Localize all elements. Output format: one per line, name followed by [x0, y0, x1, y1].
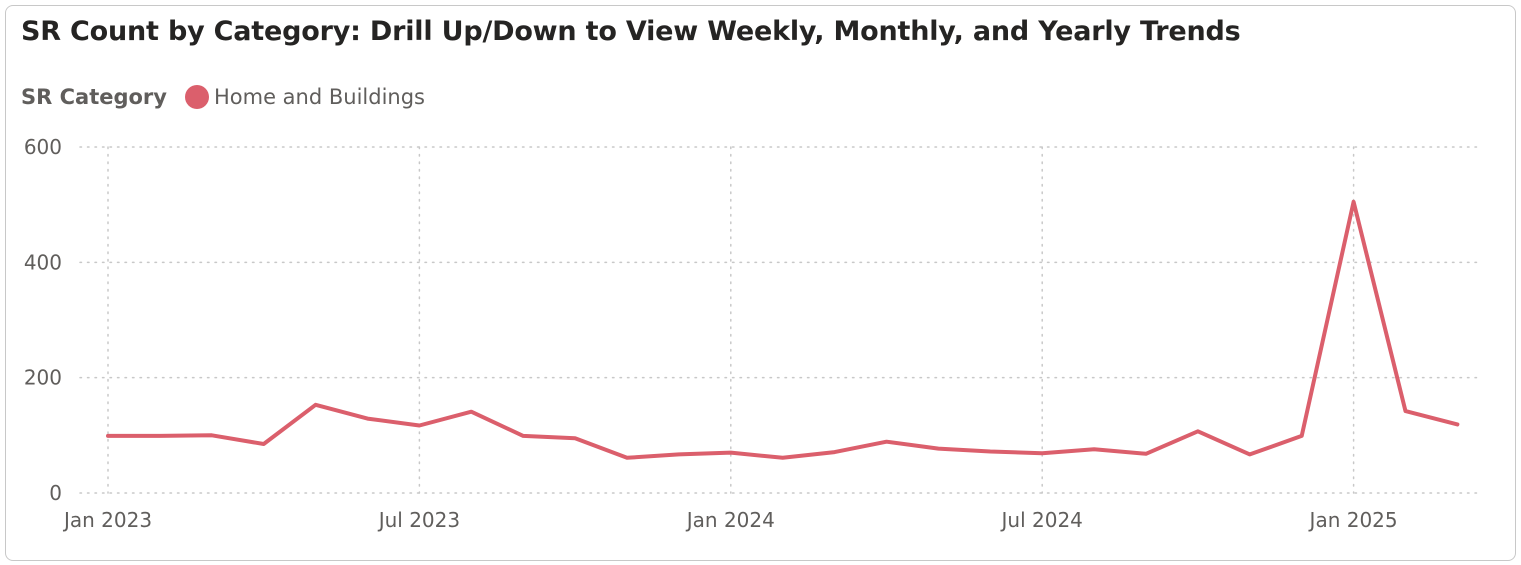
data-point[interactable]: [259, 439, 269, 449]
data-point[interactable]: [726, 448, 736, 458]
data-point[interactable]: [985, 446, 995, 456]
data-point[interactable]: [103, 431, 113, 441]
series-line-home-and-buildings: [106, 199, 1460, 460]
data-point[interactable]: [1349, 197, 1359, 207]
legend-title: SR Category: [21, 85, 167, 109]
data-point[interactable]: [311, 400, 321, 410]
data-point[interactable]: [570, 433, 580, 443]
data-point[interactable]: [830, 447, 840, 457]
data-point[interactable]: [207, 430, 217, 440]
data-point[interactable]: [1401, 406, 1411, 416]
data-point[interactable]: [1037, 448, 1047, 458]
legend-marker-dot: [184, 85, 209, 109]
data-point[interactable]: [882, 437, 892, 447]
data-point[interactable]: [622, 453, 632, 463]
data-point[interactable]: [155, 431, 165, 441]
data-point[interactable]: [1089, 444, 1099, 454]
x-tick-label: Jul 2023: [377, 508, 460, 532]
x-tick-label: Jan 2025: [1308, 508, 1398, 532]
data-point[interactable]: [1297, 431, 1307, 441]
data-point[interactable]: [1193, 426, 1203, 436]
legend: SR Category Home and Buildings: [21, 83, 425, 111]
x-tick-label: Jan 2023: [62, 508, 152, 532]
legend-item-home-and-buildings[interactable]: Home and Buildings: [184, 85, 425, 109]
y-tick-label: 200: [24, 366, 62, 390]
data-point[interactable]: [933, 444, 943, 454]
chart-card: [5, 5, 1516, 561]
y-tick-label: 600: [24, 135, 62, 159]
x-tick-label: Jan 2024: [685, 508, 775, 532]
data-point[interactable]: [414, 421, 424, 431]
data-point[interactable]: [1245, 449, 1255, 459]
x-tick-label: Jul 2024: [1000, 508, 1083, 532]
y-tick-label: 400: [24, 250, 62, 274]
data-point[interactable]: [1452, 419, 1462, 429]
y-tick-label: 0: [49, 481, 62, 505]
data-point[interactable]: [466, 407, 476, 417]
legend-label: Home and Buildings: [213, 85, 425, 109]
data-point[interactable]: [778, 453, 788, 463]
chart-title: SR Count by Category: Drill Up/Down to V…: [21, 16, 1241, 47]
data-point[interactable]: [674, 449, 684, 459]
data-point[interactable]: [1141, 449, 1151, 459]
data-point[interactable]: [363, 414, 373, 424]
data-point[interactable]: [518, 431, 528, 441]
